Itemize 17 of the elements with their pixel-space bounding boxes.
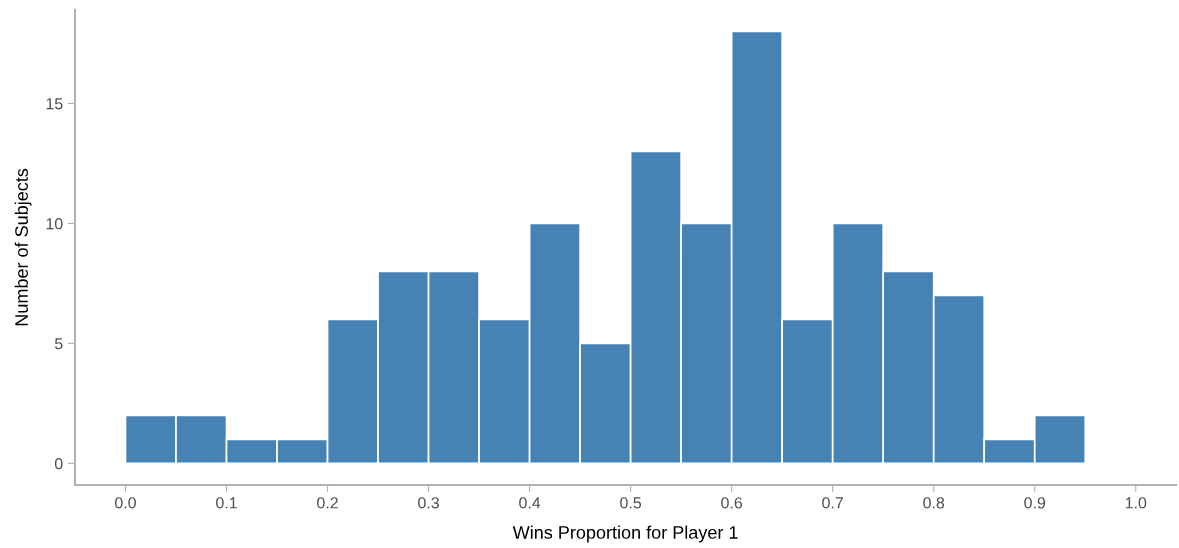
x-axis-title: Wins Proportion for Player 1 bbox=[512, 525, 738, 543]
x-tick-label: 0.0 bbox=[115, 497, 136, 509]
x-tick-label: 0.2 bbox=[317, 497, 338, 509]
x-tick-label: 0.4 bbox=[519, 497, 541, 509]
x-tick-label: 0.7 bbox=[822, 497, 843, 509]
x-tick-label: 0.1 bbox=[216, 497, 237, 509]
x-tick-label: 1.0 bbox=[1125, 497, 1147, 509]
y-tick-label: 5 bbox=[54, 338, 63, 350]
x-tick-label: 0.8 bbox=[923, 497, 945, 509]
x-tick-label: 0.9 bbox=[1024, 497, 1046, 509]
x-tick-label: 0.3 bbox=[418, 497, 439, 509]
y-tick-label: 0 bbox=[54, 458, 63, 470]
y-axis-title: Number of Subjects bbox=[14, 168, 32, 326]
x-tick-label: 0.5 bbox=[620, 497, 642, 509]
y-tick-label: 10 bbox=[46, 218, 63, 230]
x-tick-label: 0.6 bbox=[721, 497, 743, 509]
y-tick-label: 15 bbox=[46, 98, 63, 110]
